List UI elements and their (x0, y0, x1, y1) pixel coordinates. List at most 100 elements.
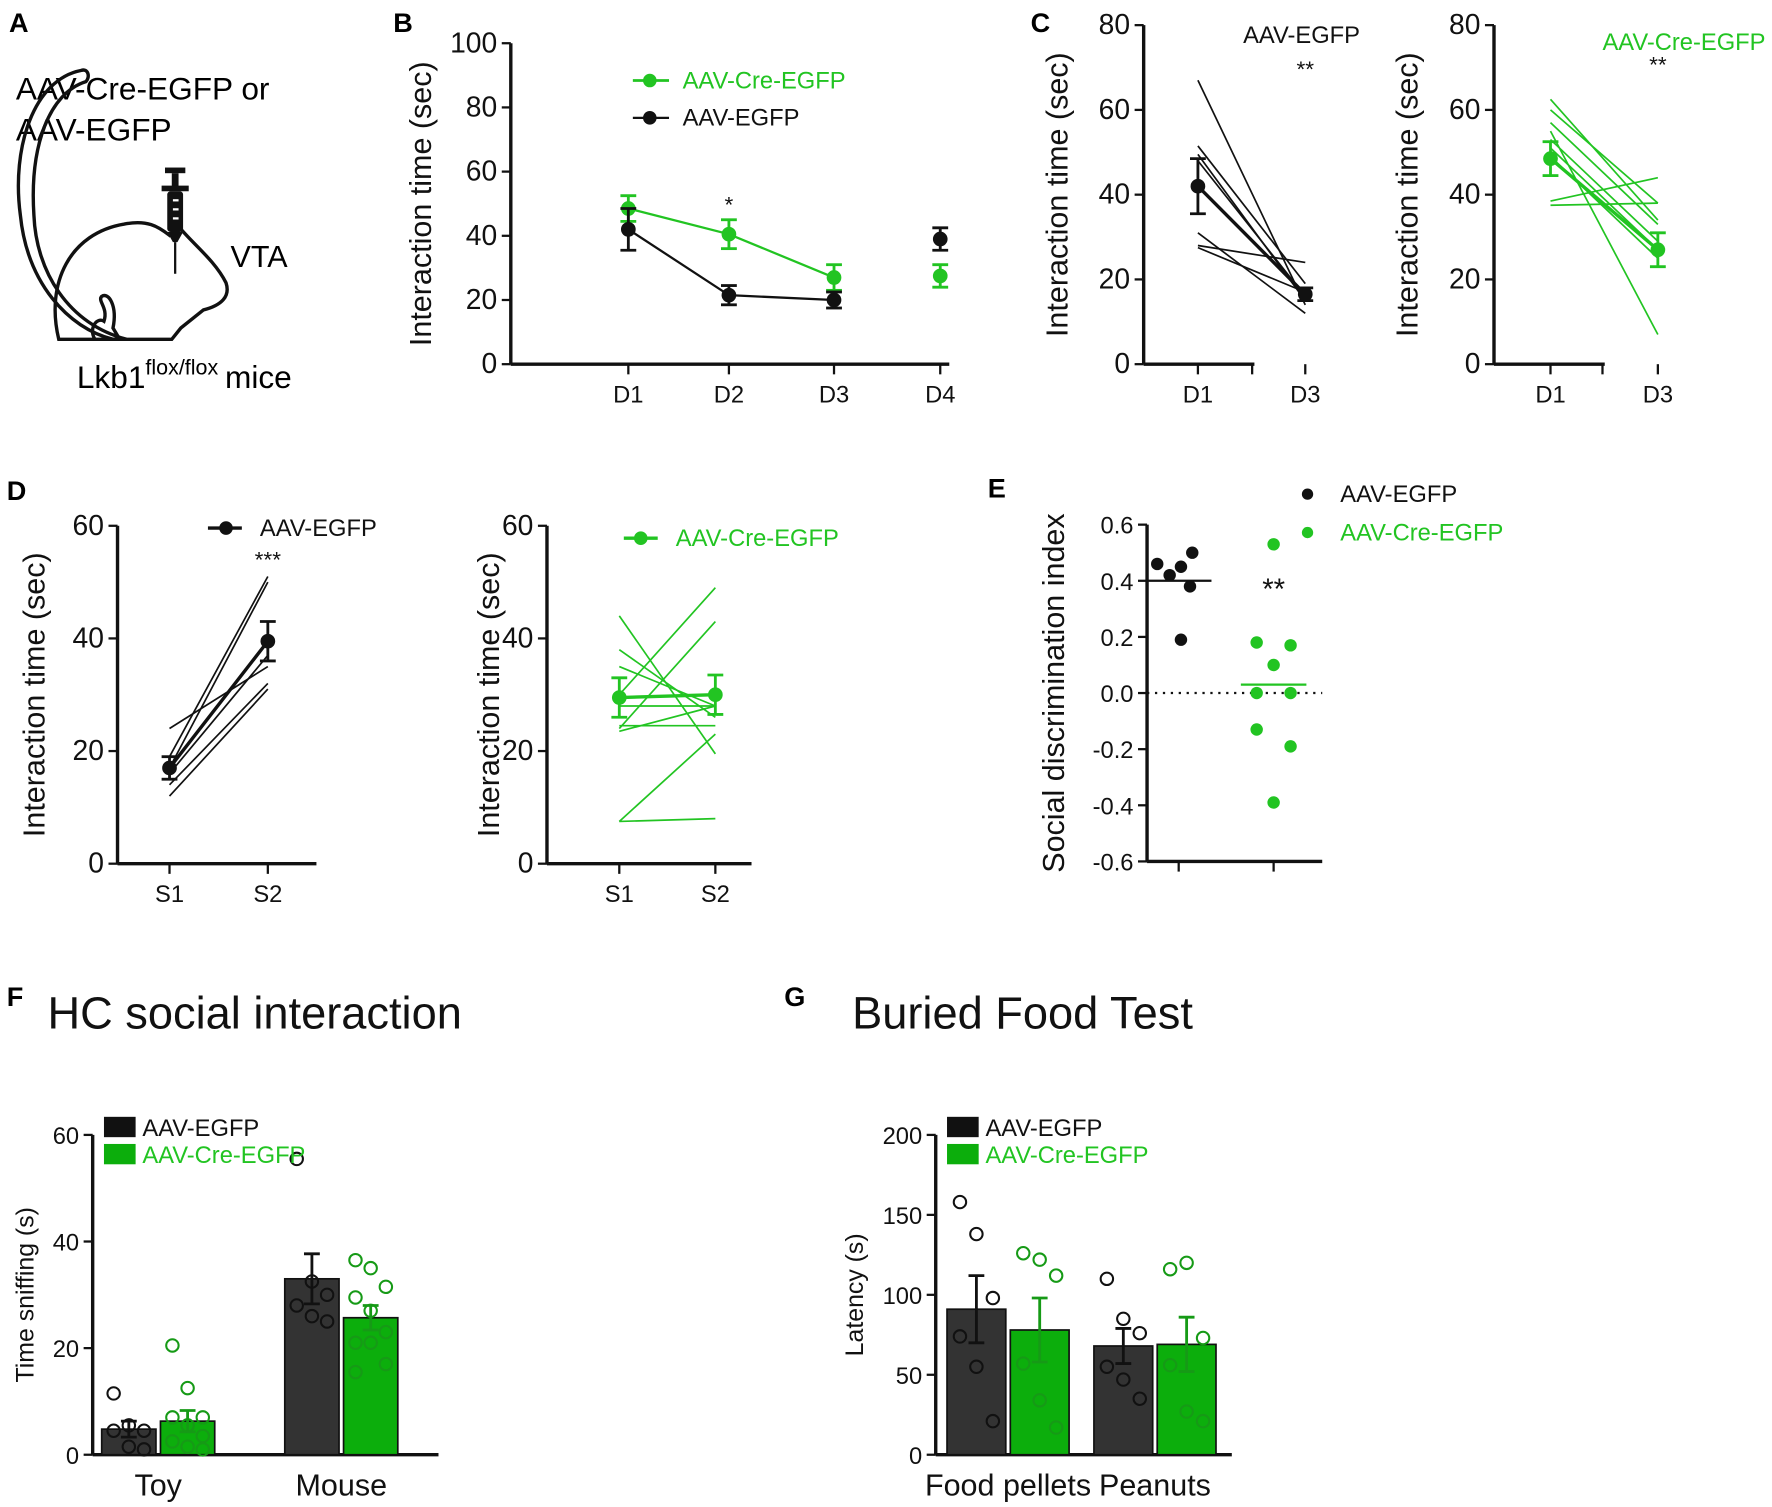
data-point (363, 1260, 378, 1276)
data-point (378, 1279, 394, 1295)
significance-marker: ** (1296, 57, 1314, 82)
subject-line (618, 665, 716, 707)
legend-f: AAV-EGFP AAV-Cre-EGFP (103, 1116, 305, 1169)
data-point (1174, 560, 1188, 573)
legend-label-egfp: AAV-EGFP (260, 516, 377, 542)
x-tick-label: D1 (1535, 383, 1565, 409)
data-point (319, 1287, 335, 1303)
chart-e-discrimination: -0.6 -0.4 -0.2 0.0 0.2 0.4 0.6 Social discrimin… (1037, 513, 1323, 876)
data-point (289, 1151, 304, 1167)
y-tick-label: 0 (518, 847, 534, 879)
panel-label-f: F (7, 981, 24, 1012)
subject-line (168, 581, 269, 769)
data-point (106, 1386, 121, 1401)
data-point (195, 1442, 211, 1457)
data-point (985, 1290, 1001, 1306)
subject-line (1549, 138, 1659, 242)
x-tick-label: D1 (1183, 383, 1213, 409)
data-point (180, 1418, 195, 1433)
data-point (1048, 1420, 1064, 1435)
mean-point (1190, 178, 1206, 194)
y-tick-label: 0 (482, 347, 498, 379)
legend-e: AAV-EGFP AAV-Cre-EGFP (1301, 482, 1503, 546)
y-tick-label: 60 (502, 509, 533, 541)
y-tick-label: 40 (1099, 178, 1130, 210)
y-tick-label: 60 (466, 155, 497, 187)
subject-line (1549, 98, 1659, 221)
y-tick-label: 0 (1114, 347, 1130, 379)
chart-d-right-cre: 0 20 40 60 S1 S2 Interaction time (sec) (472, 509, 752, 908)
y-tick-label: -0.4 (1093, 794, 1134, 820)
legend-label-cre: AAV-Cre-EGFP (1340, 520, 1503, 546)
subject-line (1549, 109, 1659, 204)
data-point (165, 1338, 180, 1353)
data-point (1163, 568, 1176, 582)
data-point (1132, 1391, 1148, 1406)
subject-line (168, 654, 269, 775)
chart-g-title: Buried Food Test (852, 988, 1193, 1039)
panel-label-g: G (784, 981, 805, 1012)
data-point (165, 1434, 180, 1449)
y-axis-label: Interaction time (sec) (18, 552, 52, 837)
significance-marker: ** (1262, 573, 1285, 606)
region-label: VTA (231, 240, 289, 274)
data-point (1032, 1252, 1047, 1267)
data-point (1151, 557, 1164, 571)
syringe-icon (161, 167, 189, 274)
legend-b: AAV-Cre-EGFP AAV-EGFP (632, 68, 846, 132)
data-point (1267, 658, 1280, 672)
data-point (304, 1308, 320, 1324)
mean-line (1549, 157, 1659, 252)
data-point (363, 1303, 378, 1319)
data-point (1267, 796, 1280, 809)
data-point (1162, 1357, 1178, 1373)
strain-label: Lkb1flox/flox mice (77, 355, 292, 395)
y-tick-label: 100 (450, 26, 497, 58)
data-point (180, 1439, 195, 1454)
subject-line (619, 817, 716, 823)
y-tick-label: 40 (53, 1231, 79, 1257)
y-tick-label: 200 (883, 1124, 923, 1150)
mean-point (1543, 151, 1558, 166)
x-tick-label: S1 (605, 882, 634, 908)
legend-marker-cre (643, 73, 657, 88)
x-tick-label: D2 (714, 383, 744, 409)
subject-line (1197, 160, 1306, 297)
legend-label-egfp: AAV-EGFP (1340, 482, 1457, 508)
y-tick-label: 60 (53, 1124, 79, 1150)
subject-line (168, 688, 269, 797)
chart-c-left-egfp: 0 20 40 60 80 D1 D3 Interaction time (sec) ** (1040, 8, 1320, 408)
data-point (969, 1359, 984, 1375)
data-point (985, 1413, 1001, 1429)
data-point (180, 1380, 195, 1396)
chart-f-title: HC social interaction (47, 988, 461, 1039)
data-point (136, 1423, 152, 1438)
y-tick-label: 100 (883, 1284, 923, 1310)
y-axis-label: Interaction time (sec) (404, 61, 438, 346)
data-point (136, 1442, 152, 1457)
strain-superscript: flox/flox (145, 355, 218, 379)
data-point (1250, 636, 1263, 649)
data-point (121, 1439, 137, 1454)
data-point (378, 1356, 394, 1372)
subject-line (1549, 130, 1659, 335)
chart-d-left-egfp: 0 20 40 60 S1 S2 Interaction time (sec) *** (18, 509, 317, 908)
subject-line (1197, 244, 1306, 264)
y-tick-label: 80 (466, 90, 497, 122)
data-point (304, 1274, 320, 1289)
y-tick-label: 150 (883, 1204, 923, 1230)
mean-point (1650, 242, 1666, 258)
y-tick-label: 0 (66, 1444, 79, 1470)
y-axis-label: Interaction time (sec) (472, 552, 506, 837)
strain-base: Lkb1 (77, 359, 146, 395)
chart-c-right-cre: 0 20 40 60 80 D1 D3 Interaction time (sec) ** (1391, 8, 1673, 408)
data-point (348, 1364, 363, 1380)
mean-line (1196, 184, 1307, 296)
subject-line (1197, 246, 1306, 293)
data-point (348, 1335, 363, 1351)
data-point (1032, 1393, 1047, 1408)
mean-point (932, 268, 948, 284)
strain-suffix: mice (225, 359, 292, 395)
panel-label-a: A (9, 7, 29, 38)
